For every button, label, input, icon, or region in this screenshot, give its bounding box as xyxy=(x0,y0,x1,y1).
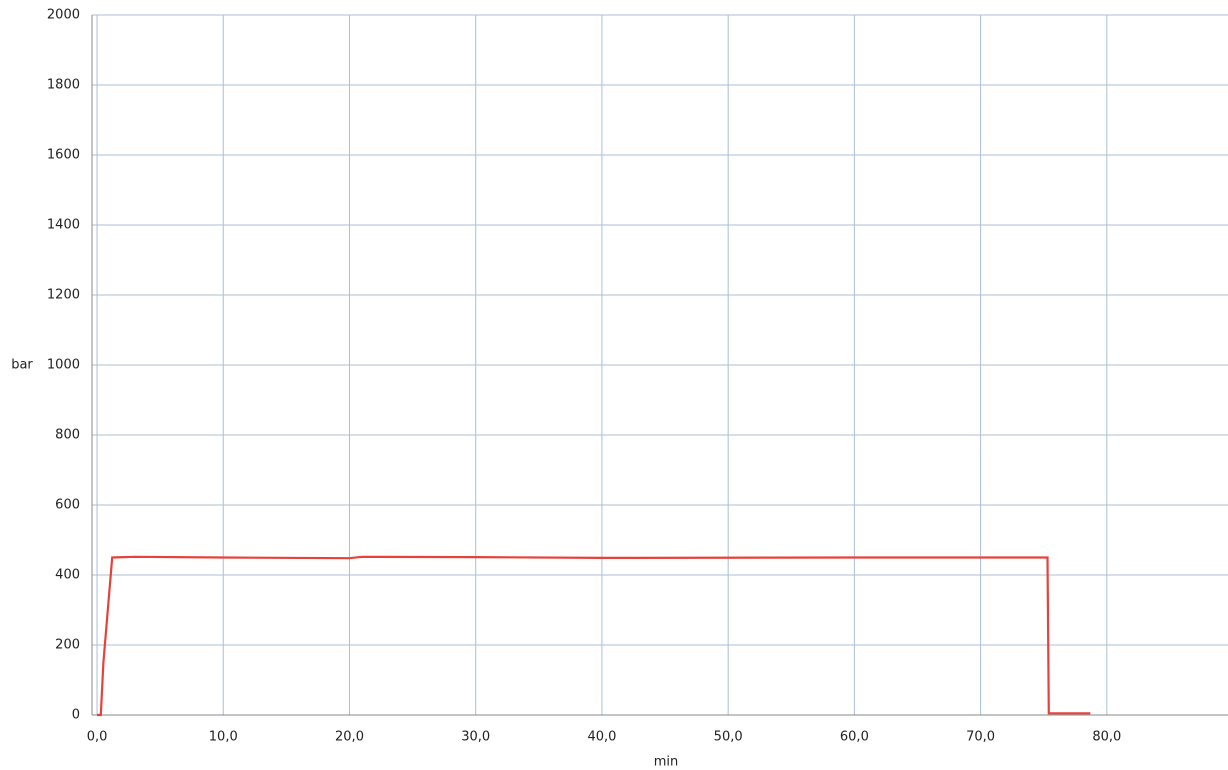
y-tick-label: 1800 xyxy=(47,78,80,93)
y-tick-label: 1200 xyxy=(47,288,80,303)
x-tick-label: 50,0 xyxy=(714,730,743,745)
x-tick-label: 0,0 xyxy=(87,730,108,745)
y-tick-label: 2000 xyxy=(47,8,80,23)
y-axis-label: bar xyxy=(11,358,33,373)
y-tick-label: 1400 xyxy=(47,218,80,233)
x-tick-label: 80,0 xyxy=(1092,730,1121,745)
y-tick-label: 200 xyxy=(55,638,80,653)
x-axis-label: min xyxy=(654,755,679,770)
x-tick-label: 10,0 xyxy=(209,730,238,745)
y-tick-label: 1600 xyxy=(47,148,80,163)
y-tick-label: 600 xyxy=(55,498,80,513)
y-tick-label: 1000 xyxy=(47,358,80,373)
x-tick-label: 60,0 xyxy=(840,730,869,745)
y-tick-label: 0 xyxy=(72,708,80,723)
data-line xyxy=(97,555,1091,717)
x-tick-label: 30,0 xyxy=(461,730,490,745)
x-tick-label: 20,0 xyxy=(335,730,364,745)
x-tick-label: 40,0 xyxy=(587,730,616,745)
y-tick-label: 400 xyxy=(55,568,80,583)
x-tick-label: 70,0 xyxy=(966,730,995,745)
y-tick-label: 800 xyxy=(55,428,80,443)
